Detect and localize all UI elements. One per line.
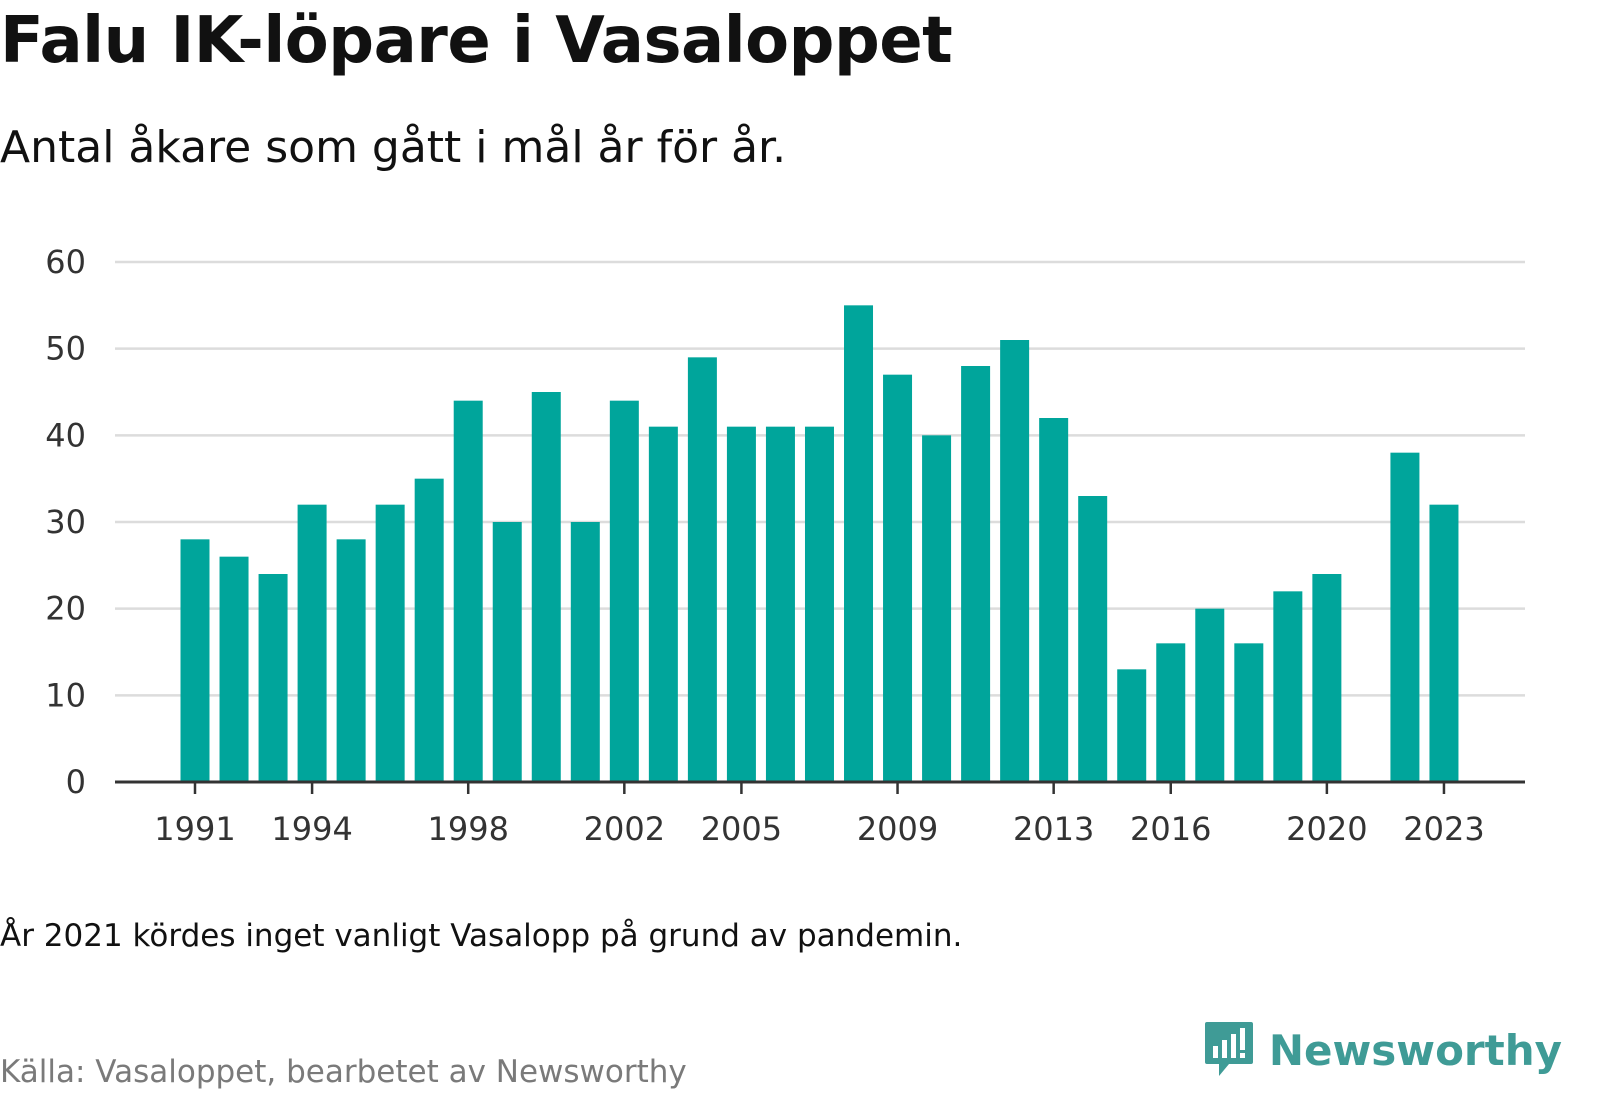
bar xyxy=(180,539,210,782)
bar xyxy=(804,426,834,782)
bar xyxy=(922,435,952,782)
bar xyxy=(1078,496,1108,782)
bar xyxy=(570,522,600,782)
bar xyxy=(883,374,913,782)
bar xyxy=(258,574,288,782)
bar xyxy=(1234,643,1264,782)
bar xyxy=(844,305,874,782)
x-tick-label: 2023 xyxy=(1403,810,1484,848)
y-axis-ticks: 0 10 20 30 40 50 60 xyxy=(45,243,86,801)
bar xyxy=(531,392,561,782)
x-tick-label: 2005 xyxy=(701,810,782,848)
bar xyxy=(336,539,366,782)
source-text: Källa: Vasaloppet, bearbetet av Newswort… xyxy=(0,1054,687,1090)
newsworthy-logo-icon xyxy=(1204,1022,1253,1076)
x-tick-label: 2016 xyxy=(1130,810,1211,848)
x-tick-label: 2020 xyxy=(1286,810,1367,848)
bar xyxy=(687,357,717,782)
y-tick-label: 60 xyxy=(45,243,86,281)
page-title: Falu IK-löpare i Vasaloppet xyxy=(0,4,953,78)
bar xyxy=(961,366,991,782)
brand-logo: Newsworthy xyxy=(1203,1020,1562,1080)
y-tick-label: 40 xyxy=(45,416,86,454)
x-tick-label: 2009 xyxy=(857,810,938,848)
bar-chart: 0 10 20 30 40 50 60 1991 1994 1998 2002 2005 2009 20… xyxy=(45,243,1525,848)
bar xyxy=(1000,340,1030,782)
bar xyxy=(726,426,756,782)
bar xyxy=(1273,591,1303,782)
brand-name: Newsworthy xyxy=(1268,1025,1562,1075)
y-tick-label: 0 xyxy=(66,763,86,801)
bar xyxy=(297,504,327,782)
y-tick-label: 10 xyxy=(45,676,86,714)
bar xyxy=(1390,452,1420,782)
bar xyxy=(648,426,678,782)
y-tick-label: 20 xyxy=(45,590,86,628)
bars xyxy=(180,305,1459,782)
bar xyxy=(1195,608,1225,782)
x-tick-label: 1991 xyxy=(154,810,235,848)
bar xyxy=(375,504,405,782)
x-axis-ticks: 1991 1994 1998 2002 2005 2009 2013 2016 2020 2023 xyxy=(154,782,1485,848)
bar xyxy=(765,426,795,782)
bar xyxy=(1312,574,1342,782)
x-tick-label: 2013 xyxy=(1013,810,1094,848)
x-tick-label: 1998 xyxy=(427,810,508,848)
bar xyxy=(414,478,444,782)
bar xyxy=(1117,669,1147,782)
y-tick-label: 50 xyxy=(45,330,86,368)
chart-note: År 2021 kördes inget vanligt Vasalopp på… xyxy=(0,918,963,954)
bar xyxy=(1429,504,1459,782)
bar xyxy=(453,400,483,782)
bar xyxy=(609,400,639,782)
chart-subtitle: Antal åkare som gått i mål år för år. xyxy=(0,122,787,173)
x-tick-label: 1994 xyxy=(271,810,352,848)
bar xyxy=(1156,643,1186,782)
bar xyxy=(492,522,522,782)
bar xyxy=(219,556,249,782)
y-tick-label: 30 xyxy=(45,503,86,541)
bar xyxy=(1039,418,1069,782)
x-tick-label: 2002 xyxy=(584,810,665,848)
